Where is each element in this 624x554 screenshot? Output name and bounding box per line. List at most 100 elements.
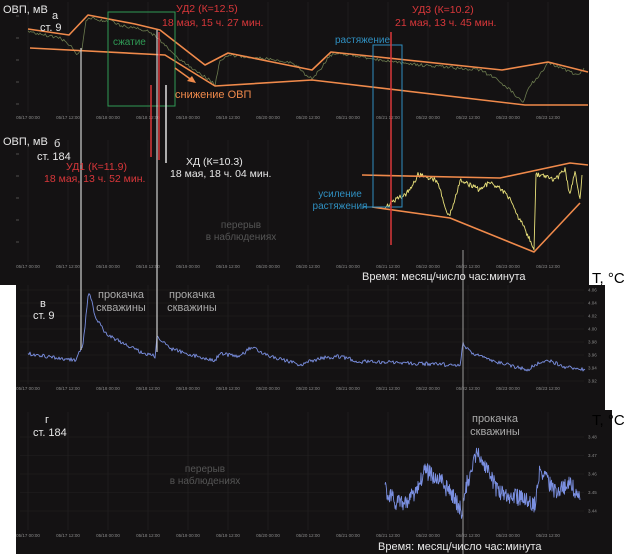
x-tick-label: 05/17 00:00 xyxy=(16,115,40,120)
x-tick-label: 05/20 00:00 xyxy=(256,264,280,269)
x-tick-label: 05/20 12:00 xyxy=(296,115,320,120)
x-tick-label: 05/17 12:00 xyxy=(56,115,80,120)
x-tick-label: 05/23 00:00 xyxy=(496,264,520,269)
x-tick-label: 05/20 00:00 xyxy=(256,115,280,120)
x-tick-label: 05/20 00:00 xyxy=(256,533,280,538)
x-tick-label: 05/19 12:00 xyxy=(216,115,240,120)
panel-v-unit: T, °C xyxy=(592,270,624,287)
gap-label-g-1: перерыв xyxy=(185,464,225,475)
x-tick-label: 05/19 00:00 xyxy=(176,533,200,538)
panel-g-xlabel: Время: месяц/число час:минута xyxy=(378,541,542,553)
panel-g-unit: T, °C xyxy=(592,412,624,429)
panel-v-station: ст. 9 xyxy=(33,310,55,322)
upper-envelope-a xyxy=(27,14,589,73)
x-tick-label: 05/17 12:00 xyxy=(56,533,80,538)
left-margin xyxy=(0,285,16,554)
ud2-time: 18 мая, 15 ч. 27 мин. xyxy=(162,17,263,29)
x-tick-label: 05/18 12:00 xyxy=(136,264,160,269)
x-tick-label: 05/19 12:00 xyxy=(216,386,240,391)
x-tick-label: 05/22 00:00 xyxy=(416,115,440,120)
panel-v-background xyxy=(16,285,605,410)
ud2-title: УД2 (К=12.5) xyxy=(176,3,238,15)
pump-label-2b: скважины xyxy=(167,302,217,314)
arrow-head-icon xyxy=(187,76,196,83)
panel-b-station: ст. 184 xyxy=(37,151,71,163)
lower-envelope-b xyxy=(371,202,581,253)
gap-label-1: перерыв xyxy=(221,220,261,231)
y-tick-label: 4.02 xyxy=(588,314,597,319)
upper-envelope-b xyxy=(361,162,589,179)
x-tick-label: 05/18 00:00 xyxy=(96,386,120,391)
x-tick-label: 05/23 12:00 xyxy=(536,533,560,538)
x-tick-label: 05/19 12:00 xyxy=(216,264,240,269)
x-tick-label: 05/18 00:00 xyxy=(96,533,120,538)
panel-b-ylabel: ОВП, мВ xyxy=(3,136,48,148)
y-tick-label: 4.06 xyxy=(588,288,597,293)
ud3-time: 21 мая, 13 ч. 45 мин. xyxy=(395,17,496,29)
panel-v-letter: в xyxy=(40,298,46,310)
y-tick-label: 3.92 xyxy=(588,379,597,384)
panel-b-letter: б xyxy=(54,138,60,150)
y-tick-label: 4.00 xyxy=(588,327,597,332)
x-tick-label: 05/21 00:00 xyxy=(336,115,360,120)
x-tick-label: 05/17 12:00 xyxy=(56,264,80,269)
gridlines xyxy=(20,2,584,530)
x-tick-label: 05/23 12:00 xyxy=(536,386,560,391)
x-tick-label: 05/18 12:00 xyxy=(136,115,160,120)
x-tick-label: 05/20 12:00 xyxy=(296,533,320,538)
y-tick-label: 3.47 xyxy=(588,453,597,458)
x-tick-label: 05/20 12:00 xyxy=(296,264,320,269)
ext-label-1: усиление xyxy=(318,189,362,200)
x-tick-label: 05/23 12:00 xyxy=(536,115,560,120)
y-tick-label: 4.04 xyxy=(588,301,597,306)
x-tick-label: 05/21 12:00 xyxy=(376,264,400,269)
panel-a-ylabel: ОВП, мВ xyxy=(3,4,48,16)
chart-marks: 05/17 00:00 05/17 12:00 05/18 00:00 05/18 1… xyxy=(16,14,597,538)
x-tick-label: 05/20 12:00 xyxy=(296,386,320,391)
ud3-title: УД3 (К=10.2) xyxy=(412,4,474,16)
x-tick-label: 05/23 00:00 xyxy=(496,533,520,538)
x-tick-label: 05/17 12:00 xyxy=(56,386,80,391)
x-tick-label: 05/21 12:00 xyxy=(376,533,400,538)
x-tick-label: 05/22 00:00 xyxy=(416,264,440,269)
gap-label-2: в наблюдениях xyxy=(206,231,277,243)
y-tick-label: 3.98 xyxy=(588,340,597,345)
x-tick-label: 05/21 12:00 xyxy=(376,115,400,120)
ovp-series-st9 xyxy=(27,16,585,103)
y-tick-label: 3.48 xyxy=(588,435,597,440)
hd-time: 18 мая, 18 ч. 04 мин. xyxy=(170,168,271,180)
ovp-series-st184 xyxy=(384,167,583,251)
panel-a-letter: а xyxy=(52,10,59,22)
extension-box xyxy=(372,44,403,208)
x-tick-label: 05/23 12:00 xyxy=(536,264,560,269)
pump-label-3a: прокачка xyxy=(472,413,519,425)
temperature-series-st184 xyxy=(384,447,581,519)
x-tick-label: 05/23 00:00 xyxy=(496,386,520,391)
x-tick-label: 05/22 12:00 xyxy=(456,264,480,269)
x-tick-label: 05/17 00:00 xyxy=(16,533,40,538)
y-tick-label: 3.94 xyxy=(588,366,597,371)
panel-g-letter: г xyxy=(45,414,49,426)
panel-ab-background xyxy=(0,0,589,285)
x-tick-label: 05/22 12:00 xyxy=(456,533,480,538)
x-tick-label: 05/19 00:00 xyxy=(176,386,200,391)
x-tick-label: 05/21 00:00 xyxy=(336,386,360,391)
y-tick-label: 3.46 xyxy=(588,472,597,477)
x-tick-label: 05/23 00:00 xyxy=(496,115,520,120)
y-tick-label: 3.44 xyxy=(588,509,597,514)
x-tick-label: 05/21 00:00 xyxy=(336,264,360,269)
panel-b-xlabel: Время: месяц/число час:минута xyxy=(362,271,526,283)
x-tick-label: 05/17 00:00 xyxy=(16,264,40,269)
y-tick-label: 3.96 xyxy=(588,353,597,358)
pump-label-1b: скважины xyxy=(96,302,146,314)
lower-envelope-a xyxy=(29,47,588,106)
ud1-time: 18 мая, 13 ч. 52 мин. xyxy=(44,173,145,185)
pump-label-1a: прокачка xyxy=(98,289,145,301)
x-tick-label: 05/22 12:00 xyxy=(456,386,480,391)
x-tick-label: 05/22 00:00 xyxy=(416,533,440,538)
temperature-series-st9 xyxy=(27,293,586,372)
pump-label-3b: скважины xyxy=(470,426,520,438)
panel-g-station: ст. 184 xyxy=(33,427,67,439)
panel-a-station: ст. 9 xyxy=(40,22,62,34)
